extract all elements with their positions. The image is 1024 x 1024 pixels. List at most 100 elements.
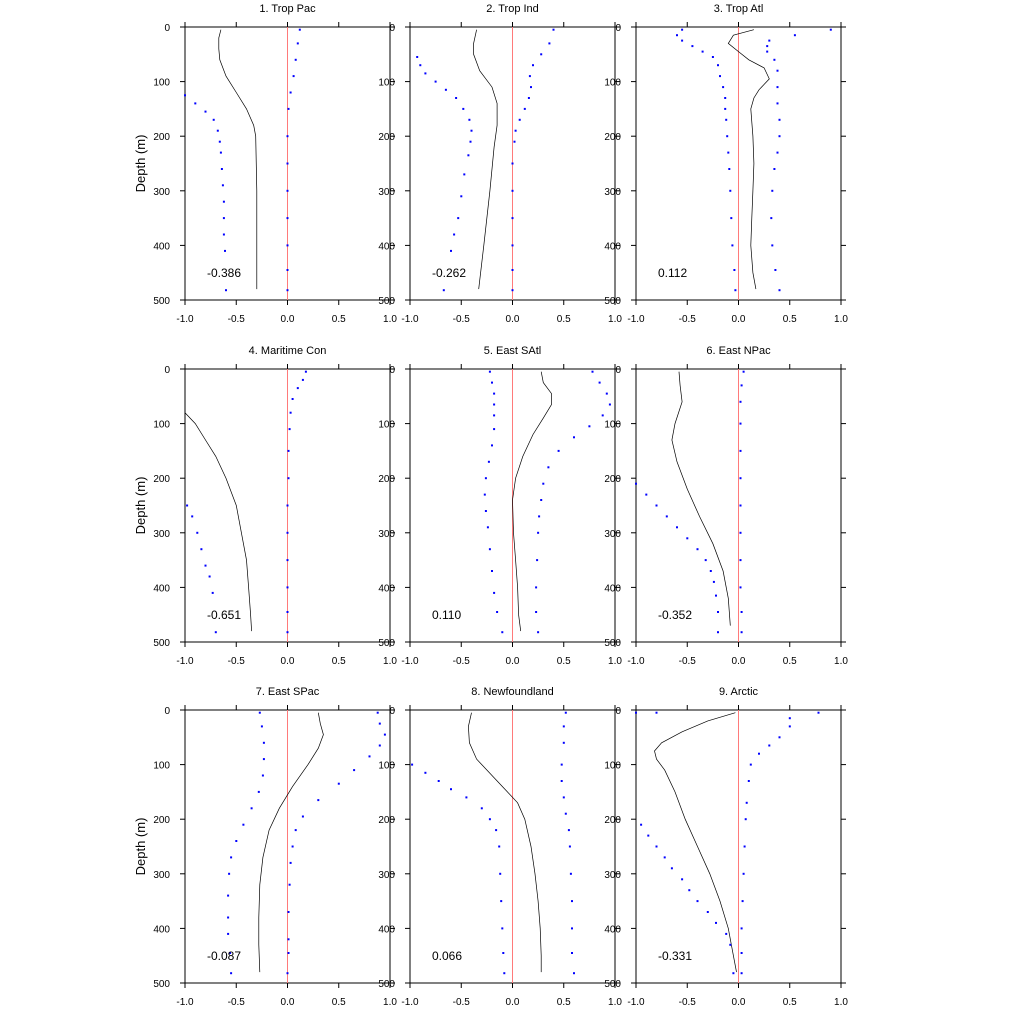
data-point	[216, 129, 219, 132]
confidence-bound-series	[766, 28, 832, 292]
data-point	[788, 717, 791, 720]
data-point	[706, 911, 709, 913]
data-point	[567, 829, 570, 832]
data-point	[739, 449, 742, 452]
y-tick-label: 100	[604, 78, 621, 89]
x-tick-label: 0.5	[557, 997, 571, 1008]
data-point	[647, 834, 650, 837]
data-point	[184, 94, 186, 97]
data-point	[227, 932, 230, 935]
data-point	[768, 744, 771, 747]
y-tick-label: 300	[378, 870, 395, 881]
x-tick-label: 1.0	[834, 314, 848, 325]
data-point	[511, 162, 514, 165]
data-point	[722, 86, 725, 89]
data-point	[740, 384, 743, 387]
data-point	[571, 952, 573, 954]
x-tick-label: 1.0	[608, 314, 622, 325]
data-point	[704, 559, 707, 562]
data-point	[530, 86, 532, 89]
data-point	[560, 763, 563, 766]
data-point	[670, 867, 673, 870]
data-point	[562, 725, 565, 728]
data-point	[301, 815, 304, 818]
mean-profile-line	[473, 29, 498, 290]
data-point	[773, 168, 776, 170]
data-point	[424, 72, 427, 75]
y-tick-label: 400	[153, 924, 170, 935]
data-point	[715, 594, 717, 597]
data-point	[776, 102, 779, 105]
data-point	[776, 86, 779, 89]
x-tick-label: -1.0	[401, 656, 419, 667]
data-point	[204, 110, 207, 113]
data-point	[230, 972, 233, 975]
data-point	[742, 872, 745, 875]
y-tick-label: 200	[153, 815, 170, 826]
confidence-bound-series	[227, 711, 265, 975]
x-tick-label: -1.0	[176, 656, 194, 667]
data-point	[228, 872, 231, 875]
y-tick-label: 0	[164, 365, 170, 376]
x-tick-label: -1.0	[401, 997, 419, 1008]
y-tick-label: 500	[378, 296, 395, 307]
y-tick-label: 100	[604, 761, 621, 772]
mean-profile-line	[258, 712, 324, 973]
confidence-bound-series	[739, 370, 745, 634]
data-point	[709, 570, 712, 572]
x-tick-label: -1.0	[401, 314, 419, 325]
x-tick-label: -0.5	[228, 656, 246, 667]
confidence-bound-series	[186, 504, 217, 634]
mean-profile-line	[671, 371, 731, 626]
data-point	[498, 845, 501, 848]
data-point	[598, 381, 601, 384]
data-point	[291, 845, 294, 848]
data-point	[726, 135, 729, 138]
data-point	[701, 50, 704, 53]
data-point	[227, 894, 230, 897]
x-tick-label: 0.5	[783, 997, 797, 1008]
data-point	[766, 50, 769, 53]
data-point	[286, 269, 289, 271]
x-tick-label: 0.0	[732, 314, 746, 325]
data-point	[419, 64, 422, 67]
data-point	[681, 39, 684, 42]
y-tick-label: 400	[604, 924, 621, 935]
confidence-bound-series	[286, 711, 386, 975]
y-tick-label: 300	[153, 870, 170, 881]
data-point	[547, 466, 550, 469]
x-tick-label: 1.0	[608, 997, 622, 1008]
data-point	[739, 477, 742, 480]
data-point	[496, 611, 499, 613]
panel-title: 1. Trop Pac	[259, 3, 316, 15]
x-tick-label: 0.0	[732, 997, 746, 1008]
data-point	[442, 289, 445, 292]
y-tick-label: 0	[389, 23, 395, 34]
data-point	[288, 883, 291, 886]
data-point	[560, 780, 563, 782]
data-point	[486, 526, 489, 529]
data-point	[493, 392, 496, 395]
data-point	[462, 107, 465, 110]
data-point	[487, 460, 490, 463]
data-point	[740, 631, 743, 634]
y-tick-label: 500	[604, 296, 621, 307]
data-point	[502, 952, 505, 954]
data-point	[488, 818, 491, 821]
y-tick-label: 0	[615, 706, 621, 717]
data-point	[569, 872, 572, 875]
y-tick-label: 300	[153, 187, 170, 198]
data-point	[218, 140, 221, 143]
data-point	[261, 774, 264, 777]
data-point	[500, 900, 503, 903]
data-point	[776, 151, 779, 154]
panel-6: 6. East NPac -1.0 -0.5 0.0 0.5 1.0 0 100 200 300 4…	[604, 345, 848, 667]
data-point	[537, 631, 540, 634]
data-point	[696, 548, 699, 551]
x-tick-label: -0.5	[228, 997, 246, 1008]
panel-5: 5. East SAtl -1.0 -0.5 0.0 0.5 1.0 0 100 200 300 4…	[378, 345, 622, 667]
data-point	[724, 107, 727, 110]
data-point	[286, 586, 289, 589]
data-point	[491, 381, 493, 384]
data-point	[681, 28, 684, 31]
